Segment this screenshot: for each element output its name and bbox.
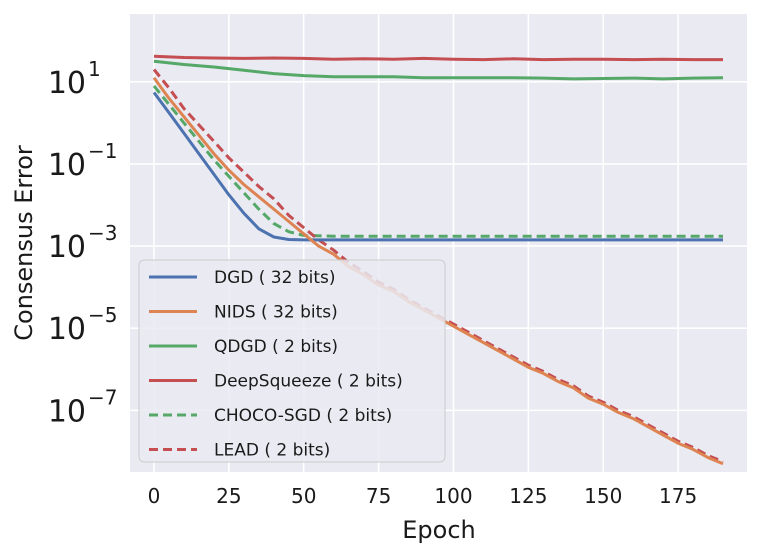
x-tick-label-4: 100 [434, 484, 472, 508]
y-tick-exponent-0: 1 [88, 57, 101, 81]
y-tick-label-0: 10 1 [48, 57, 101, 101]
x-tick-label-3: 75 [366, 484, 391, 508]
legend-label-2: QDGD ( 2 bits) [214, 337, 338, 357]
series-line-3 [153, 54, 723, 62]
legend-label-3: DeepSqueeze ( 2 bits) [214, 372, 403, 392]
y-tick-base-3: 10 [48, 312, 86, 347]
series-line-4 [152, 84, 723, 238]
y-tick-base-0: 10 [48, 66, 86, 101]
y-tick-label-1: 10 −1 [48, 139, 118, 183]
x-tick-label-5: 125 [509, 484, 547, 508]
x-tick-label-0: 0 [148, 484, 161, 508]
series-line-0 [152, 91, 723, 242]
y-tick-label-2: 10 −3 [48, 221, 118, 265]
y-axis-title: Consensus Error [10, 145, 38, 341]
y-tick-exponent-3: −5 [88, 303, 117, 327]
x-tick-label-1: 25 [216, 484, 241, 508]
x-axis-title: Epoch [402, 516, 476, 544]
legend-label-0: DGD ( 32 bits) [214, 268, 336, 288]
y-tick-base-4: 10 [48, 394, 86, 429]
legend-label-5: LEAD ( 2 bits) [214, 441, 330, 461]
y-tick-exponent-1: −1 [88, 139, 117, 163]
y-tick-label-3: 10 −5 [48, 303, 118, 347]
y-tick-base-2: 10 [48, 230, 86, 265]
legend-label-1: NIDS ( 32 bits) [214, 303, 338, 323]
y-tick-exponent-2: −3 [88, 221, 117, 245]
y-tick-label-4: 10 −7 [48, 385, 118, 429]
x-tick-labels: 0 25 50 75 100 125 150 175 [148, 484, 698, 508]
y-tick-base-1: 10 [48, 148, 86, 183]
x-tick-label-6: 150 [584, 484, 622, 508]
x-tick-label-2: 50 [291, 484, 316, 508]
grid-lines [130, 14, 747, 472]
legend: DGD ( 32 bits) NIDS ( 32 bits) QDGD ( 2 bi… [138, 259, 446, 463]
x-tick-label-7: 175 [659, 484, 697, 508]
series-line-2 [153, 59, 724, 81]
legend-box [138, 259, 446, 463]
y-tick-exponent-4: −7 [88, 385, 117, 409]
legend-label-4: CHOCO-SGD ( 2 bits) [214, 406, 392, 426]
